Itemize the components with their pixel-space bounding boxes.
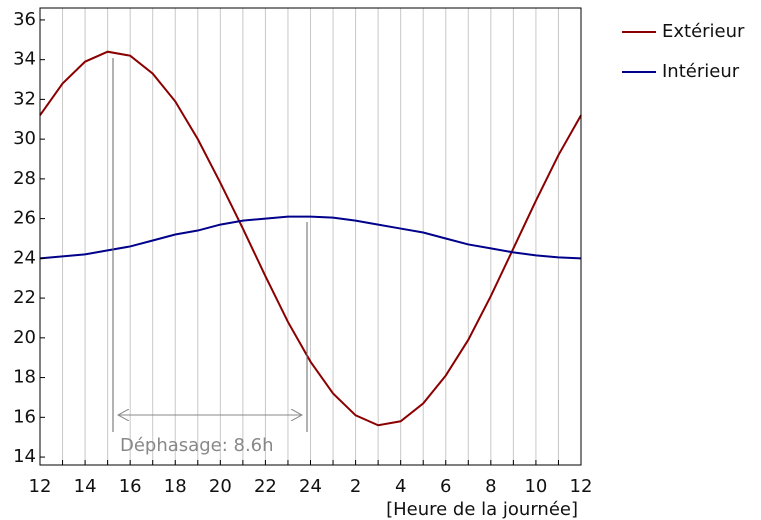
- x-tick-label: 8: [485, 476, 496, 497]
- x-tick-label: 10: [524, 476, 547, 497]
- y-tick-label: 26: [13, 208, 36, 229]
- x-tick-label: 14: [74, 476, 97, 497]
- legend-label: Extérieur: [662, 21, 745, 42]
- y-tick-label: 36: [13, 9, 36, 30]
- x-tick-label: 22: [254, 476, 277, 497]
- annotation: Déphasage: 8.6h: [120, 435, 274, 456]
- series-line: [39, 50, 582, 427]
- y-tick-label: 18: [13, 367, 36, 388]
- x-tick-label: 24: [299, 476, 322, 497]
- y-tick-label: 16: [13, 406, 36, 427]
- plot: [39, 50, 582, 427]
- x-tick-label: 16: [119, 476, 142, 497]
- y-tick-label: 20: [13, 327, 36, 348]
- y-tick-label: 22: [13, 287, 36, 308]
- series-line: [39, 215, 582, 260]
- x-tick-label: 6: [440, 476, 451, 497]
- y-tick-label: 24: [13, 247, 36, 268]
- x-tick-label: 12: [570, 476, 593, 497]
- x-tick-label: 12: [29, 476, 52, 497]
- x-tick-label: 4: [395, 476, 406, 497]
- x-tick-label: 18: [164, 476, 187, 497]
- y-tick-label: 30: [13, 128, 36, 149]
- x-tick-label: 20: [209, 476, 232, 497]
- legend-label: Intérieur: [662, 61, 740, 82]
- x-axis-label: [Heure de la journée]: [386, 499, 578, 520]
- y-tick-label: 14: [13, 446, 36, 467]
- y-tick-label: 28: [13, 168, 36, 189]
- y-tick-label: 34: [13, 49, 36, 70]
- grid: [62, 8, 559, 465]
- y-tick-label: 32: [13, 88, 36, 109]
- x-tick-label: 2: [350, 476, 361, 497]
